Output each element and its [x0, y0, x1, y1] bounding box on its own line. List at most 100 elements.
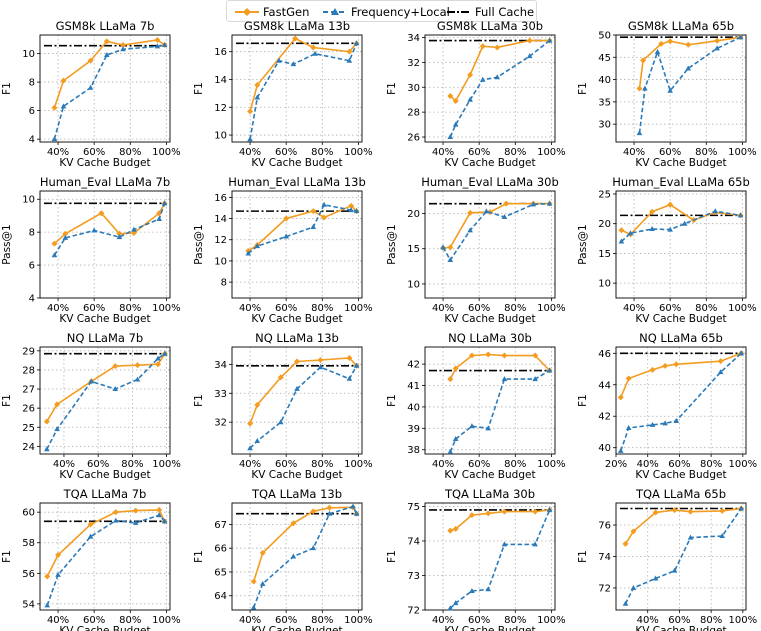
y-axis-label: F1	[577, 550, 589, 563]
fastgen-point	[667, 201, 674, 208]
fastgen-point	[719, 507, 726, 514]
x-tick-label: 40%	[239, 147, 261, 158]
fastgen-point	[254, 82, 261, 89]
x-tick-label: 40%	[432, 459, 454, 470]
freq-local-point	[546, 200, 553, 206]
freq-local-point	[738, 350, 745, 356]
fastgen-point	[658, 40, 665, 47]
y-tick-label: 60	[22, 508, 35, 519]
fastgen-point	[156, 506, 163, 513]
fastgen-point	[54, 401, 61, 408]
y-axis-label: Pass@1	[577, 224, 589, 264]
legend-item-freq: Frequency+Local	[321, 4, 450, 20]
x-tick-label: 60%	[659, 303, 681, 314]
freq-local-line	[249, 365, 358, 449]
freq-local-point	[738, 505, 745, 511]
legend: FastGen Frequency+Local Full Cache	[226, 0, 537, 22]
freq-local-line	[46, 353, 166, 450]
y-tick-label: 40	[598, 75, 611, 86]
fastgen-point	[310, 208, 317, 215]
plot-frame	[39, 502, 171, 611]
x-tick-label: 40%	[623, 303, 645, 314]
y-axis-label: F1	[577, 394, 589, 407]
freq-local-point	[310, 545, 317, 551]
legend-item-full: Full Cache	[445, 4, 535, 20]
y-axis-label: F1	[1, 394, 13, 407]
y-tick-label: 72	[407, 606, 420, 617]
freq-local-point	[348, 207, 354, 213]
subplot-9: NQ LLaMa 13b 40% 60% 80% 100% 32 33 34 KV Cache …	[193, 331, 373, 481]
y-tick-label: 8	[29, 78, 35, 89]
subplot-title: NQ LLaMa 7b	[67, 331, 143, 345]
fastgen-point	[326, 504, 333, 511]
freq-local-point	[526, 53, 533, 59]
freq-local-point	[630, 584, 637, 590]
y-tick-label: 56	[22, 569, 35, 580]
freq-local-line	[449, 369, 551, 453]
freq-local-point	[662, 420, 668, 426]
x-tick-label: 60%	[275, 615, 297, 626]
fastgen-point	[112, 363, 119, 370]
fastgen-point	[452, 525, 459, 532]
freq-local-point	[667, 226, 673, 232]
freq-local-point	[294, 385, 300, 391]
fastgen-point	[290, 520, 297, 527]
freq-local-point	[717, 369, 724, 375]
y-tick-label: 16	[214, 193, 227, 204]
legend-item-fastgen: FastGen	[233, 4, 313, 20]
fastgen-point	[317, 357, 324, 364]
subplot-10: NQ LLaMa 30b 40% 60% 80% 100% 38 39 40 41 42 KV Ca…	[386, 331, 566, 481]
y-tick-label: 24	[22, 442, 35, 453]
x-tick-label: 80%	[311, 615, 333, 626]
x-tick-label: 40%	[47, 147, 69, 158]
freq-local-point	[312, 50, 318, 56]
y-axis-label: Pass@1	[193, 224, 205, 264]
fastgen-point	[294, 358, 300, 365]
x-tick-label: 100%	[152, 147, 181, 158]
y-tick-label: 28	[407, 108, 420, 119]
fastgen-line	[252, 506, 358, 582]
x-tick-label: 40%	[623, 147, 645, 158]
freq-local-point	[162, 350, 168, 356]
fastgen-point	[649, 208, 656, 215]
x-tick-label: 80%	[311, 303, 333, 314]
plot-frame	[231, 190, 363, 299]
fastgen-point	[640, 57, 647, 64]
freq-local-point	[44, 446, 50, 452]
y-axis-label: F1	[193, 82, 205, 95]
x-axis-label: KV Cache Budget	[635, 625, 726, 631]
freq-local-point	[654, 48, 661, 54]
fastgen-line	[624, 507, 742, 545]
subplot-15: TQA LLaMa 65b 40% 60% 80% 100% 72 74 76 KV Cache…	[577, 487, 757, 631]
plot-frame	[39, 346, 171, 455]
x-tick-label: 40%	[432, 615, 454, 626]
freq-local-point	[346, 375, 353, 381]
x-axis-label: KV Cache Budget	[635, 469, 726, 481]
subplot-13: TQA LLaMa 13b 40% 60% 80% 100% 64 65 66 67 KV Cac…	[193, 487, 373, 631]
y-axis-label: F1	[577, 82, 589, 95]
x-axis-label: KV Cache Budget	[251, 313, 342, 325]
plot-frame	[39, 190, 171, 299]
fastgen-point	[662, 362, 669, 369]
fastgen-point	[671, 507, 678, 514]
subplot-4: Human_Eval LLaMa 7b 40% 60% 80% 100% 4 6 8 10 KV …	[1, 175, 181, 325]
fastgen-point	[526, 37, 533, 44]
freq-local-line	[252, 505, 358, 608]
fastgen-point	[630, 528, 637, 535]
freq-local-point	[87, 84, 94, 90]
fastgen-point	[532, 508, 539, 515]
x-tick-label: 40%	[47, 303, 69, 314]
y-axis-label: F1	[193, 550, 205, 563]
x-tick-label: 60%	[275, 147, 297, 158]
subplot-title: Human_Eval LLaMa 7b	[40, 175, 170, 189]
subplot-11: NQ LLaMa 65b 20% 40% 60% 80% 100% 40 42 44 46 KV C…	[577, 331, 757, 481]
fastgen-point	[717, 358, 724, 365]
subplot-title: NQ LLaMa 65b	[639, 331, 723, 345]
subplot-title: GSM8k LLaMa 30b	[437, 19, 543, 33]
x-tick-label: 60%	[468, 303, 490, 314]
freq-local-point	[671, 567, 678, 573]
y-tick-label: 28	[22, 365, 35, 376]
y-tick-label: 42	[407, 360, 420, 371]
x-axis-label: KV Cache Budget	[251, 625, 342, 631]
fastgen-point	[447, 376, 454, 383]
